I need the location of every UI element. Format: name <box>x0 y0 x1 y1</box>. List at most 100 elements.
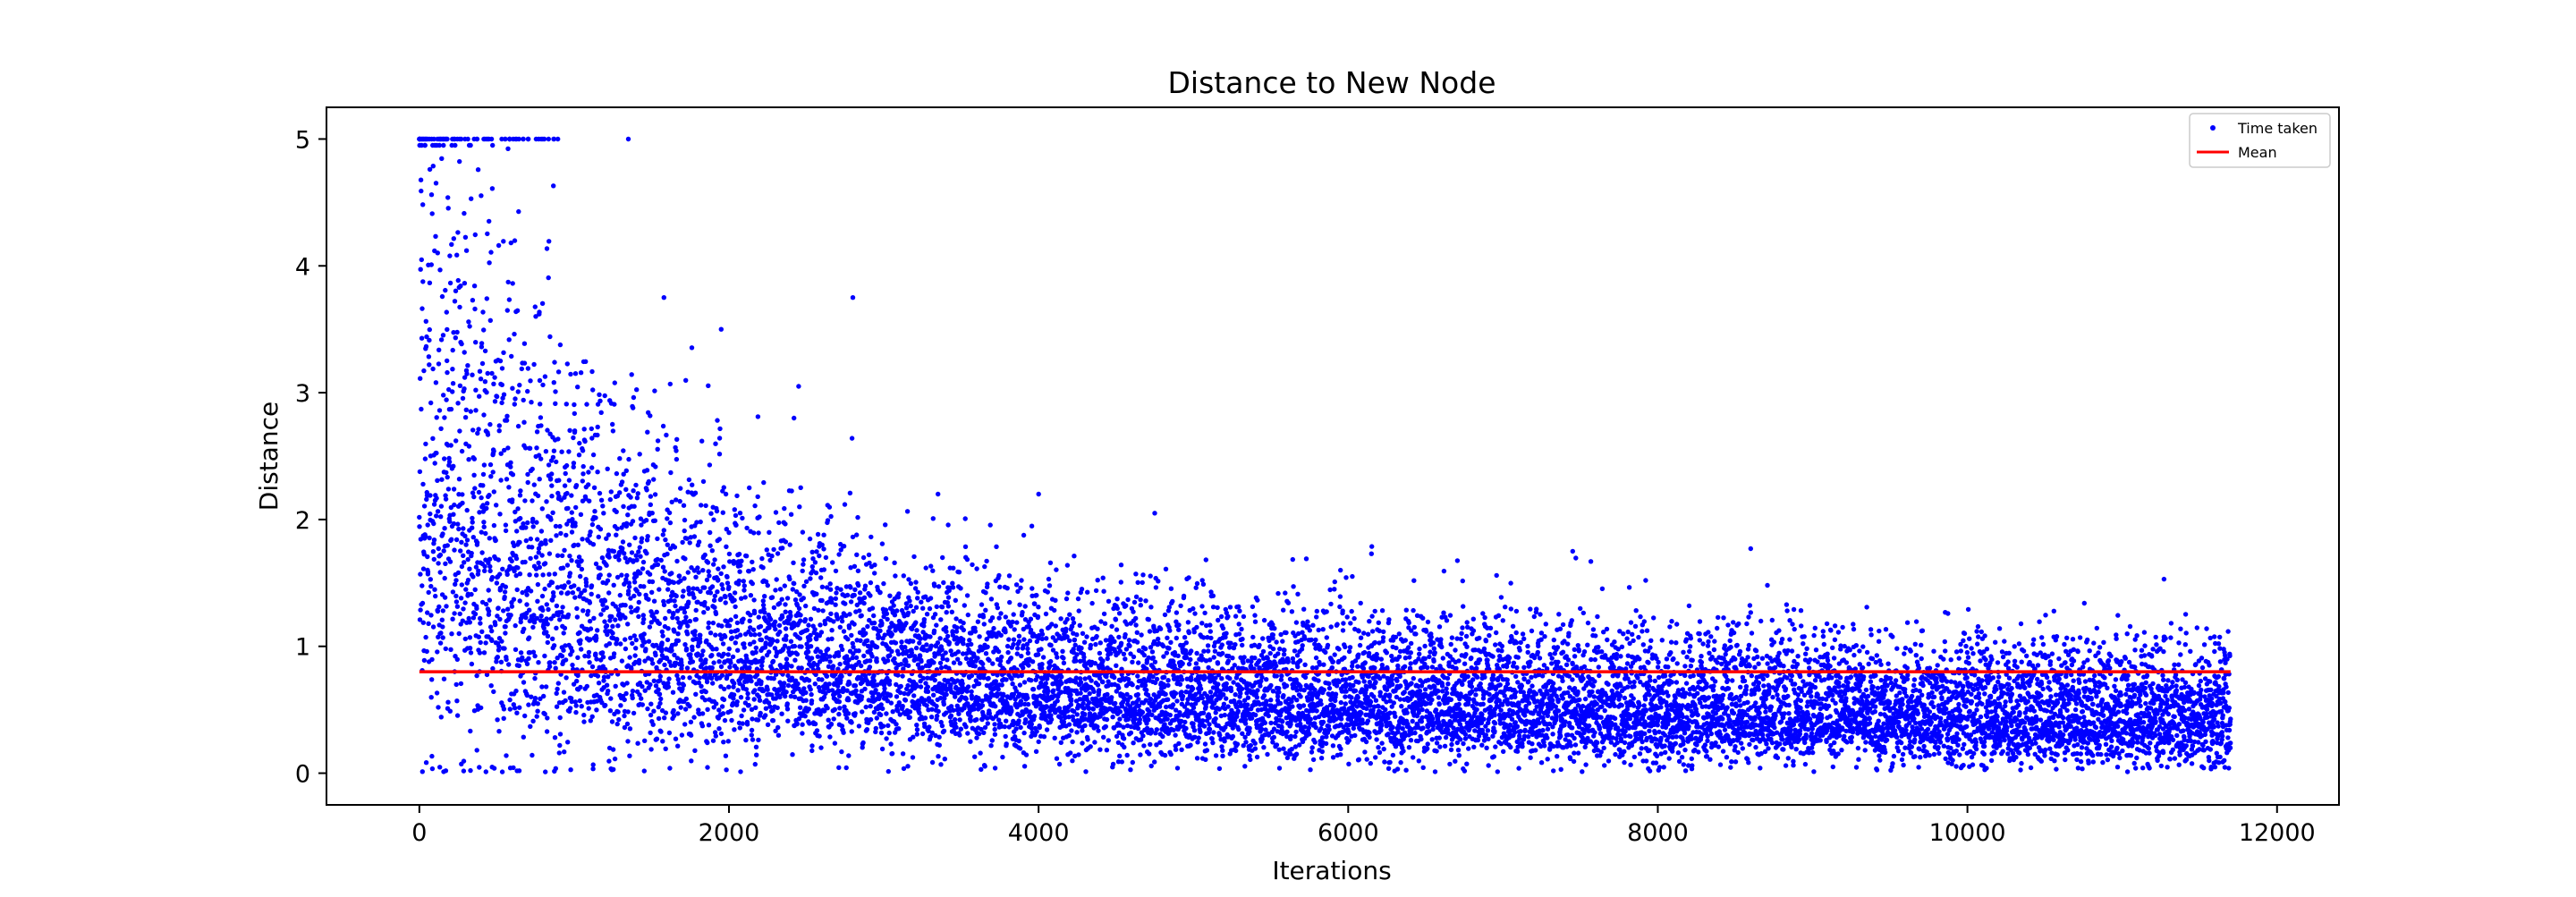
scatter-point <box>428 511 433 517</box>
scatter-point <box>962 603 968 608</box>
scatter-point <box>834 590 839 596</box>
scatter-point <box>914 727 920 732</box>
scatter-point <box>901 573 906 579</box>
scatter-point <box>713 441 718 446</box>
scatter-point <box>817 733 822 739</box>
scatter-point <box>660 633 665 639</box>
scatter-point <box>547 571 552 577</box>
scatter-point <box>588 529 593 535</box>
scatter-point <box>688 656 693 661</box>
scatter-point <box>763 713 768 718</box>
scatter-point <box>656 687 661 692</box>
scatter-point <box>450 347 455 353</box>
scatter-point <box>632 535 638 541</box>
scatter-point <box>878 712 884 718</box>
scatter-point <box>708 543 713 548</box>
scatter-point <box>1018 585 1023 590</box>
scatter-point <box>444 397 449 402</box>
scatter-point <box>800 722 805 727</box>
scatter-point <box>710 620 716 626</box>
scatter-point <box>474 748 479 753</box>
scatter-point <box>725 652 731 657</box>
scatter-point <box>470 372 475 377</box>
scatter-point <box>1061 656 1066 661</box>
scatter-point <box>653 652 658 658</box>
scatter-point <box>614 721 620 727</box>
scatter-point <box>434 415 439 420</box>
scatter-point <box>545 427 550 433</box>
scatter-point <box>517 705 522 710</box>
scatter-point <box>751 697 757 702</box>
scatter-point <box>1127 643 1132 648</box>
scatter-point <box>1070 616 1076 622</box>
scatter-point <box>735 688 741 693</box>
scatter-point <box>551 380 556 385</box>
scatter-point <box>1132 716 1138 722</box>
scatter-point <box>571 681 577 687</box>
scatter-point <box>479 341 485 346</box>
scatter-point <box>1076 752 1081 757</box>
scatter-point <box>913 645 919 651</box>
scatter-point <box>466 457 471 462</box>
scatter-point <box>1003 614 1009 620</box>
scatter-point <box>954 625 960 630</box>
scatter-point <box>489 628 495 634</box>
scatter-point <box>610 428 616 434</box>
scatter-point <box>986 675 991 681</box>
scatter-point <box>487 421 493 427</box>
scatter-point <box>693 616 699 622</box>
scatter-point <box>642 738 648 743</box>
scatter-point <box>941 701 947 707</box>
scatter-point <box>486 588 491 593</box>
scatter-point <box>939 647 945 653</box>
scatter-point <box>738 769 743 774</box>
scatter-point <box>859 694 865 699</box>
scatter-point <box>864 727 870 732</box>
scatter-point <box>502 646 507 651</box>
scatter-point <box>816 607 821 613</box>
scatter-point <box>798 485 803 490</box>
scatter-point <box>961 620 966 626</box>
scatter-point <box>826 717 831 723</box>
scatter-point <box>762 594 767 599</box>
scatter-point <box>861 595 868 600</box>
scatter-point <box>470 427 476 433</box>
scatter-point <box>1046 688 1051 694</box>
scatter-point <box>755 717 761 723</box>
scatter-point <box>623 555 628 561</box>
scatter-point <box>595 432 600 438</box>
scatter-point <box>928 643 935 648</box>
scatter-point <box>518 515 523 521</box>
scatter-point <box>1097 650 1103 656</box>
scatter-point <box>490 470 496 475</box>
scatter-point <box>895 651 902 657</box>
scatter-point <box>671 610 676 616</box>
scatter-point <box>856 582 861 588</box>
scatter-point <box>1097 747 1103 752</box>
scatter-point <box>512 402 517 407</box>
scatter-point <box>750 627 757 632</box>
scatter-point <box>534 520 539 525</box>
scatter-point <box>708 511 714 516</box>
scatter-point <box>434 450 439 456</box>
scatter-point <box>534 429 540 435</box>
scatter-point <box>769 595 775 600</box>
scatter-point <box>455 401 461 406</box>
scatter-point <box>478 639 483 646</box>
scatter-point <box>852 683 859 689</box>
scatter-point <box>1179 677 1185 682</box>
scatter-point <box>535 701 540 707</box>
scatter-point <box>425 569 431 575</box>
scatter-point <box>577 630 582 635</box>
scatter-point <box>435 649 440 655</box>
scatter-point <box>1005 649 1011 656</box>
scatter-point <box>594 656 599 662</box>
scatter-point <box>687 618 693 624</box>
scatter-point <box>1084 634 1089 639</box>
scatter-point <box>570 662 575 668</box>
scatter-point <box>655 536 660 542</box>
scatter-point <box>528 724 533 729</box>
scatter-point <box>605 578 611 583</box>
scatter-point <box>1048 642 1054 648</box>
